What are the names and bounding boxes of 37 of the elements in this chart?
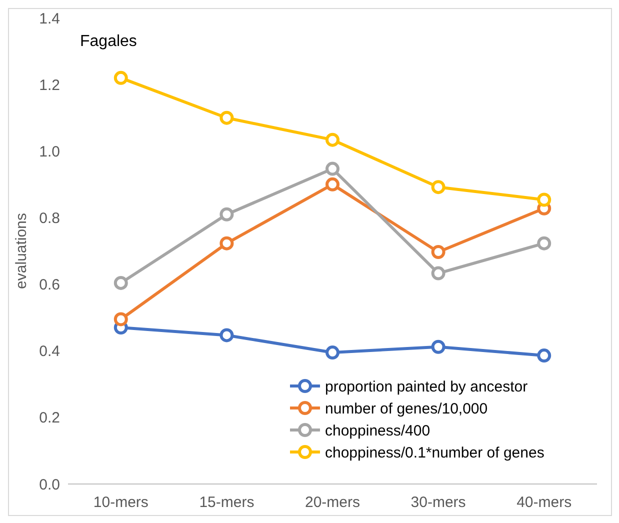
y-tick-label: 0.2	[39, 410, 60, 427]
x-tick-label: 10-mers	[93, 494, 148, 511]
legend-label: proportion painted by ancestor	[325, 378, 528, 396]
y-tick-label: 0.6	[39, 276, 60, 294]
point	[220, 207, 234, 222]
point	[114, 312, 128, 326]
point	[114, 70, 128, 85]
point	[114, 276, 128, 290]
y-tick-label: 1.4	[39, 10, 60, 28]
point	[431, 266, 446, 280]
point	[220, 236, 234, 250]
x-tick-label: 30-mers	[410, 494, 466, 511]
y-tick-label: 1.2	[39, 76, 60, 94]
point	[431, 245, 446, 259]
y-tick-label: 0.0	[39, 476, 60, 494]
point	[326, 177, 340, 192]
point	[326, 132, 340, 147]
point	[431, 180, 446, 194]
point	[431, 340, 446, 354]
point	[326, 346, 340, 360]
legend-label: choppiness/0.1*number of genes	[325, 444, 544, 462]
y-axis-title: evaluations	[13, 213, 30, 289]
point	[220, 110, 234, 125]
y-tick-label: 1.0	[39, 143, 60, 160]
point	[326, 162, 340, 176]
x-tick-label: 15-mers	[199, 494, 254, 511]
y-tick-label: 0.8	[39, 210, 60, 227]
x-tick-label: 40-mers	[516, 494, 572, 511]
legend-label: number of genes/10,000	[325, 400, 488, 418]
legend-label: choppiness/400	[325, 422, 430, 440]
point	[537, 348, 552, 363]
x-tick-label: 20-mers	[304, 494, 360, 511]
text: Fagales	[80, 33, 137, 50]
point	[537, 236, 552, 250]
y-tick-label: 0.4	[39, 343, 60, 360]
point	[537, 192, 552, 207]
point	[220, 328, 234, 342]
